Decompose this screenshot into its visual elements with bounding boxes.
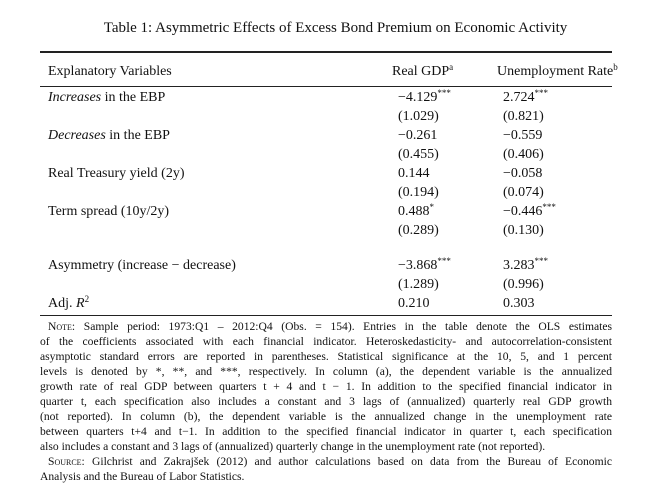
significance-stars: ***	[437, 88, 451, 98]
note-text: Gilchrist and Zakrajšek (2012) and autho…	[91, 455, 612, 468]
row-label: Real Treasury yield (2y)	[48, 165, 184, 183]
coefficient: 3.283***	[503, 257, 548, 275]
header-cell: Explanatory Variables	[48, 64, 172, 79]
standard-error: (1.029)	[398, 109, 439, 124]
coefficient-value: 2.724	[503, 90, 535, 105]
row-label: Term spread (10y/2y)	[48, 203, 169, 221]
coefficient: −0.559	[503, 127, 542, 145]
coefficient: −0.261	[398, 127, 437, 145]
coefficient-value: −0.446	[503, 204, 543, 219]
footnote-mark: b	[613, 62, 618, 72]
row-label: Asymmetry (increase − decrease)	[48, 257, 236, 275]
note-label: Note:	[48, 320, 76, 333]
note-text: between quarters t+4 and t−1. In additio…	[40, 425, 612, 438]
coefficient-value: 0.488	[398, 204, 430, 219]
coefficient: −4.129***	[398, 89, 451, 107]
note-text: of the coefficients associated with each…	[40, 335, 612, 348]
note-line: of the coefficients associated with each…	[40, 334, 612, 349]
coefficient-value: −0.058	[503, 166, 543, 181]
note-label: Source:	[48, 455, 85, 468]
note-text: asymptotic standard errors are reported …	[40, 350, 612, 363]
note-line: Source: Gilchrist and Zakrajšek (2012) a…	[48, 454, 612, 469]
standard-error: (0.130)	[503, 223, 544, 238]
label-italic: Decreases	[48, 128, 106, 143]
row-label: Increases in the EBP	[48, 89, 165, 107]
coefficient: 0.210	[398, 295, 430, 313]
significance-stars: *	[429, 202, 435, 212]
label-text: Adj.	[48, 296, 76, 311]
coefficient-value: −0.261	[398, 128, 438, 143]
coefficient: 0.488*	[398, 203, 434, 221]
significance-stars: ***	[534, 256, 549, 266]
note-line: levels is denoted by *, **, and ***, res…	[40, 364, 612, 379]
label-text: Term spread (10y/2y)	[48, 204, 170, 219]
coefficient-value: −0.559	[503, 128, 543, 143]
standard-error: (0.996)	[503, 277, 544, 292]
coefficient: 2.724***	[503, 89, 548, 107]
note-text: also includes a constant and 3 lags of (…	[40, 440, 546, 453]
label-superscript: 2	[84, 294, 90, 304]
coefficient-value: 0.210	[398, 296, 430, 311]
header-text: Unemployment Rate	[497, 64, 614, 79]
label-text: in the EBP	[105, 128, 170, 143]
note-text: Analysis and the Bureau of Labor Statist…	[40, 470, 245, 483]
label-italic: R	[76, 296, 85, 311]
coefficient-value: −4.129	[398, 90, 438, 105]
bottom-rule	[40, 315, 612, 316]
row-label: Decreases in the EBP	[48, 127, 170, 145]
header-cell: Unemployment Rateb	[497, 63, 618, 81]
note-line: also includes a constant and 3 lags of (…	[40, 439, 612, 454]
note-text: Sample period: 1973:Q1 – 2012:Q4 (Obs. =…	[83, 320, 612, 333]
table-title: Table 1: Asymmetric Effects of Excess Bo…	[103, 20, 568, 36]
coefficient: −0.446***	[503, 203, 556, 221]
coefficient-value: 0.144	[398, 166, 430, 181]
standard-error: (0.821)	[503, 109, 544, 124]
standard-error: (0.406)	[503, 147, 544, 162]
coefficient: −0.058	[503, 165, 542, 183]
top-rule	[40, 51, 612, 53]
coefficient: 0.303	[503, 295, 535, 313]
label-text: Real Treasury yield (2y)	[48, 166, 185, 181]
note-text: (not reported). In column (b), the depen…	[40, 410, 612, 423]
standard-error: (0.289)	[398, 223, 439, 238]
note-text: levels is denoted by *, **, and ***, res…	[40, 365, 612, 378]
coefficient-value: 3.283	[503, 258, 535, 273]
coefficient-value: 0.303	[503, 296, 535, 311]
coefficient: −3.868***	[398, 257, 451, 275]
label-italic: Increases	[48, 90, 102, 105]
label-text: in the EBP	[101, 90, 166, 105]
note-line: (not reported). In column (b), the depen…	[40, 409, 612, 424]
note-line: between quarters t+4 and t−1. In additio…	[40, 424, 612, 439]
note-line: growth rate of real GDP between quarters…	[40, 379, 612, 394]
standard-error: (0.194)	[398, 185, 439, 200]
standard-error: (0.455)	[398, 147, 439, 162]
significance-stars: ***	[534, 88, 549, 98]
standard-error: (0.074)	[503, 185, 544, 200]
footnote-mark: a	[449, 62, 454, 72]
header-cell: Real GDPa	[392, 63, 453, 81]
header-rule	[40, 86, 612, 87]
note-line: asymptotic standard errors are reported …	[40, 349, 612, 364]
note-text: growth rate of real GDP between quarters…	[40, 380, 612, 393]
header-text: Real GDP	[392, 64, 450, 79]
significance-stars: ***	[542, 202, 556, 212]
note-line: Note: Sample period: 1973:Q1 – 2012:Q4 (…	[48, 319, 612, 334]
note-line: Analysis and the Bureau of Labor Statist…	[40, 469, 612, 484]
standard-error: (1.289)	[398, 277, 439, 292]
coefficient: 0.144	[398, 165, 430, 183]
coefficient-value: −3.868	[398, 258, 438, 273]
row-label: Adj. R2	[48, 295, 89, 313]
label-text: Asymmetry (increase − decrease)	[48, 258, 236, 273]
note-text: quarter t, each specification also inclu…	[40, 395, 612, 408]
significance-stars: ***	[437, 256, 451, 266]
note-line: quarter t, each specification also inclu…	[40, 394, 612, 409]
